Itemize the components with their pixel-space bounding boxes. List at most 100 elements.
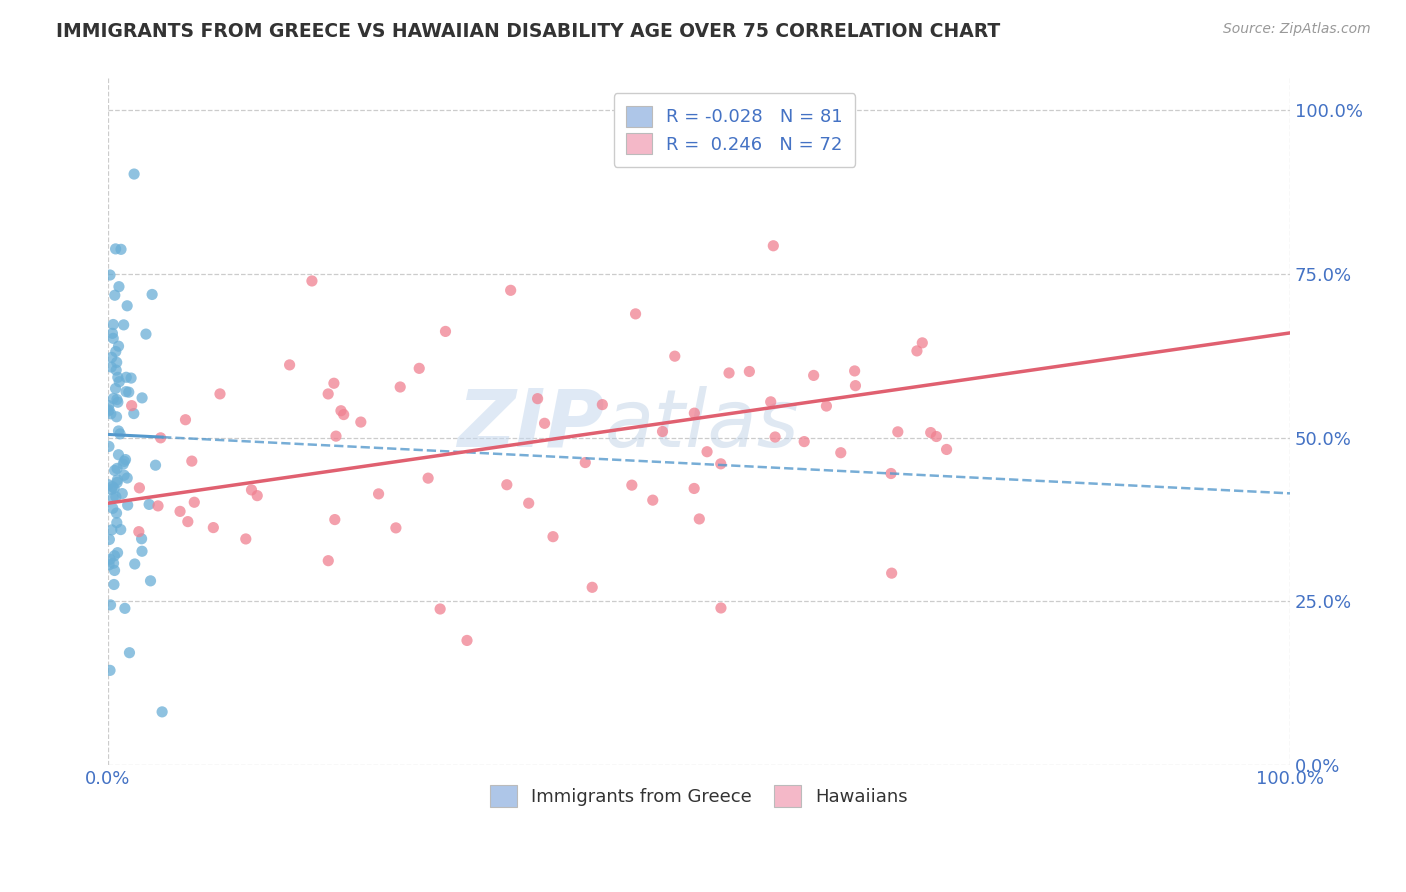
Point <box>100 360 122 375</box>
Point <box>620 478 643 492</box>
Point <box>316 387 339 401</box>
Point <box>121 399 143 413</box>
Point <box>100 351 122 365</box>
Point <box>107 473 129 487</box>
Point <box>105 506 128 520</box>
Point <box>145 458 167 473</box>
Point <box>118 385 141 400</box>
Point <box>104 490 127 504</box>
Point <box>115 370 138 384</box>
Point <box>350 415 373 429</box>
Point <box>408 361 430 376</box>
Point <box>246 489 269 503</box>
Point <box>103 564 125 578</box>
Point <box>683 406 706 420</box>
Point <box>367 487 389 501</box>
Point <box>235 532 257 546</box>
Point <box>533 417 555 431</box>
Point <box>759 394 782 409</box>
Point <box>416 471 439 485</box>
Text: Source: ZipAtlas.com: Source: ZipAtlas.com <box>1223 22 1371 37</box>
Point <box>240 483 263 497</box>
Point <box>100 483 122 497</box>
Point <box>762 239 785 253</box>
Point <box>103 481 125 495</box>
Point <box>103 577 125 591</box>
Point <box>385 521 408 535</box>
Point <box>122 167 145 181</box>
Point <box>135 327 157 342</box>
Text: atlas: atlas <box>605 385 799 464</box>
Point <box>738 364 761 378</box>
Point <box>830 446 852 460</box>
Point <box>97 404 120 418</box>
Point <box>332 408 354 422</box>
Point <box>925 429 948 443</box>
Point <box>101 501 124 516</box>
Point <box>104 463 127 477</box>
Point <box>325 429 347 443</box>
Point <box>120 371 142 385</box>
Point <box>110 523 132 537</box>
Point <box>456 633 478 648</box>
Point <box>105 461 128 475</box>
Point <box>526 392 548 406</box>
Point <box>103 556 125 570</box>
Point <box>105 516 128 530</box>
Point <box>624 307 647 321</box>
Point <box>803 368 825 383</box>
Point <box>105 355 128 369</box>
Point <box>887 425 910 439</box>
Point <box>651 425 673 439</box>
Point <box>100 598 122 612</box>
Point <box>98 533 121 547</box>
Point <box>517 496 540 510</box>
Legend: Immigrants from Greece, Hawaiians: Immigrants from Greece, Hawaiians <box>482 778 915 814</box>
Point <box>112 468 135 483</box>
Point <box>112 318 135 332</box>
Point <box>180 454 202 468</box>
Point <box>710 601 733 615</box>
Point <box>141 287 163 301</box>
Point <box>104 382 127 396</box>
Point <box>100 407 122 421</box>
Point <box>107 448 129 462</box>
Point <box>149 431 172 445</box>
Point <box>905 343 928 358</box>
Point <box>131 391 153 405</box>
Point <box>591 398 613 412</box>
Point <box>97 399 120 413</box>
Point <box>641 493 664 508</box>
Point <box>434 325 457 339</box>
Point <box>101 479 124 493</box>
Point <box>105 475 128 490</box>
Point <box>114 452 136 467</box>
Point <box>718 366 741 380</box>
Point <box>115 471 138 485</box>
Point <box>103 549 125 563</box>
Point <box>103 318 125 332</box>
Point <box>581 580 603 594</box>
Point <box>115 299 138 313</box>
Point <box>683 482 706 496</box>
Point <box>139 574 162 588</box>
Point <box>208 387 231 401</box>
Point <box>112 454 135 468</box>
Point <box>107 424 129 438</box>
Point <box>103 331 125 345</box>
Point <box>98 552 121 566</box>
Point <box>105 409 128 424</box>
Point <box>935 442 957 457</box>
Point <box>107 546 129 560</box>
Point <box>316 554 339 568</box>
Point <box>131 532 153 546</box>
Point <box>110 243 132 257</box>
Point <box>104 344 127 359</box>
Point <box>124 557 146 571</box>
Point <box>112 457 135 471</box>
Point <box>108 426 131 441</box>
Point <box>98 403 121 417</box>
Point <box>97 477 120 491</box>
Point <box>574 456 596 470</box>
Point <box>323 512 346 526</box>
